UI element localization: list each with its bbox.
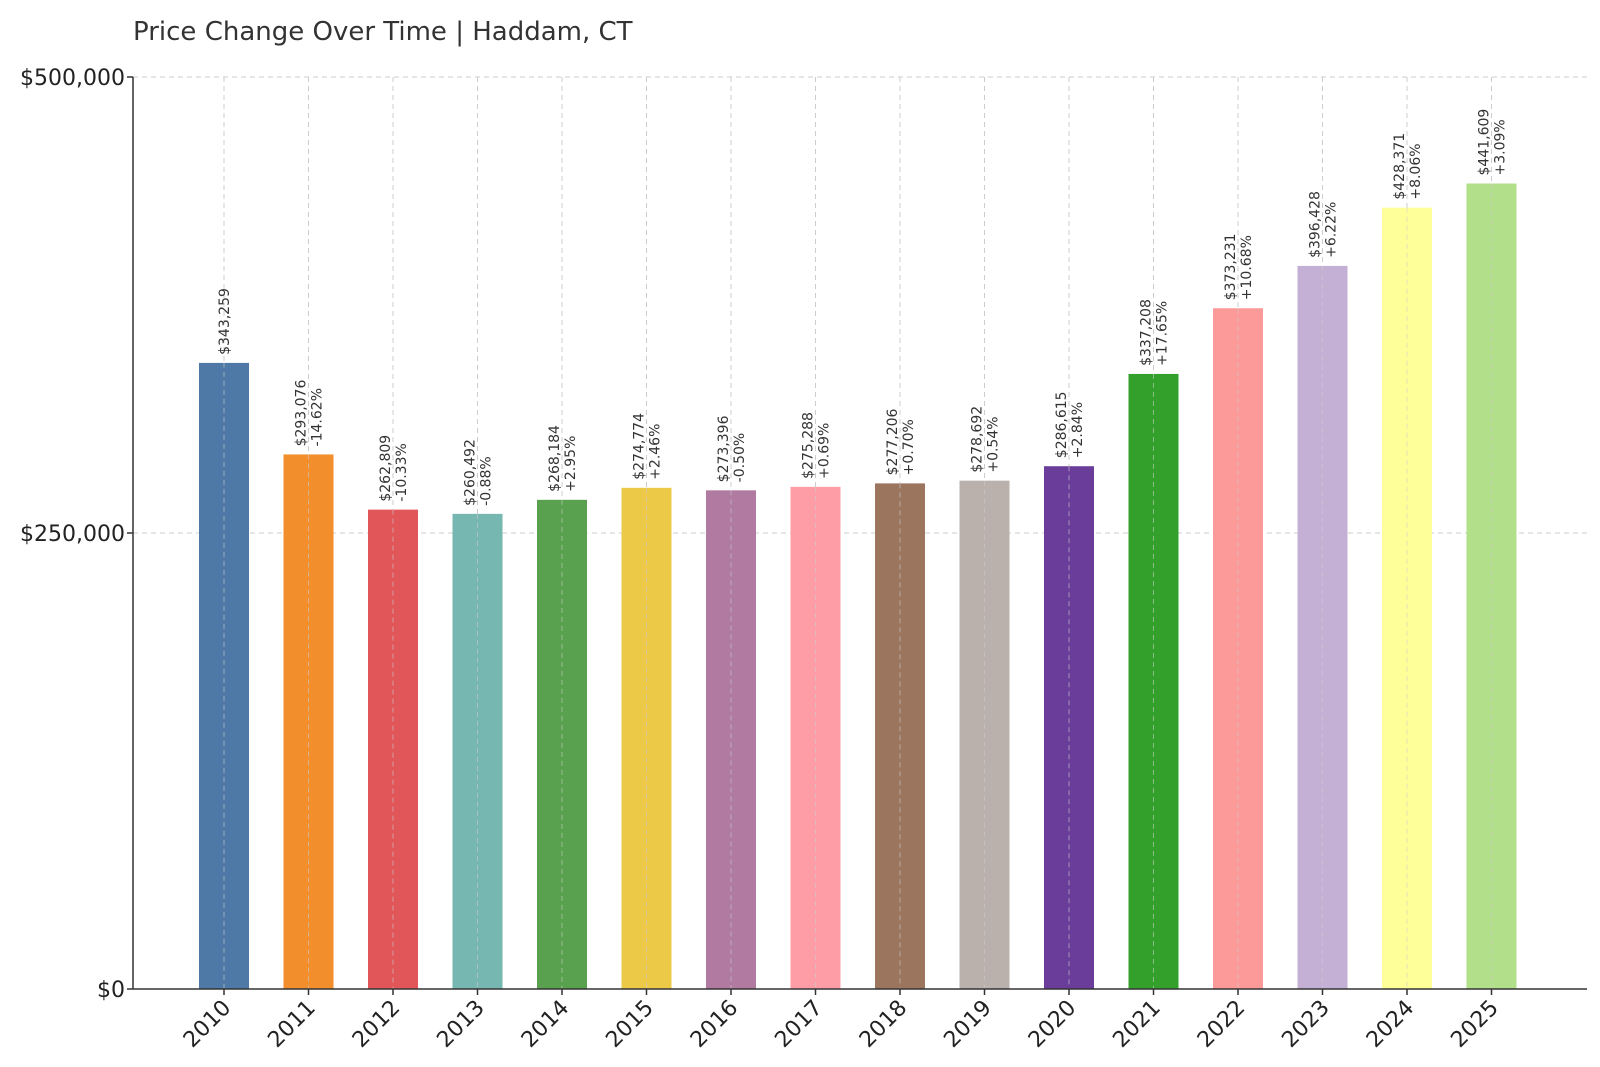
bar-2025 <box>1466 183 1517 989</box>
change-label: +6.22% <box>1324 202 1340 258</box>
value-label: $278,692 <box>970 406 986 473</box>
change-label: +10.68% <box>1239 235 1255 300</box>
change-label: +2.46% <box>648 424 664 480</box>
x-tick-label: 2021 <box>1108 996 1165 1053</box>
x-tick-label: 2022 <box>1193 996 1250 1053</box>
change-label: -0.50% <box>732 433 748 483</box>
value-label: $286,615 <box>1054 391 1070 458</box>
value-label: $268,184 <box>547 425 563 492</box>
value-label: $274,774 <box>632 413 648 480</box>
x-tick-label: 2011 <box>263 996 320 1053</box>
x-tick-label: 2025 <box>1446 996 1503 1053</box>
x-tick-label: 2023 <box>1277 996 1334 1053</box>
value-label: $337,208 <box>1139 299 1155 366</box>
change-label: -0.88% <box>479 456 495 506</box>
change-label: +2.84% <box>1070 402 1086 458</box>
bars <box>199 183 1517 990</box>
x-tick-label: 2013 <box>432 996 489 1053</box>
value-label: $428,371 <box>1392 133 1408 200</box>
value-label: $273,396 <box>716 415 732 482</box>
x-tick-label: 2024 <box>1362 996 1419 1053</box>
change-label: +0.69% <box>817 423 833 479</box>
y-tick-label: $500,000 <box>20 66 125 91</box>
y-tick-label: $250,000 <box>20 522 125 547</box>
data-labels: $343,259 $293,076 -14.62% $262,809 -10.33% $2… <box>217 109 1509 506</box>
change-label: -10.33% <box>394 443 410 501</box>
x-tick-label: 2010 <box>179 996 236 1053</box>
value-label: $396,428 <box>1308 191 1324 258</box>
x-tick-label: 2012 <box>348 996 405 1053</box>
x-tick-label: 2018 <box>855 996 912 1053</box>
change-label: +2.95% <box>563 436 579 492</box>
value-label: $260,492 <box>463 439 479 506</box>
value-label: $343,259 <box>217 288 233 355</box>
value-label: $275,288 <box>801 412 817 479</box>
x-tick-label: 2019 <box>939 996 996 1053</box>
change-label: +0.54% <box>986 416 1002 472</box>
value-label: $293,076 <box>294 380 310 447</box>
change-label: +3.09% <box>1493 119 1509 175</box>
value-label: $441,609 <box>1477 109 1493 176</box>
value-label: $277,206 <box>885 408 901 475</box>
change-label: +17.65% <box>1155 301 1171 366</box>
value-label: $373,231 <box>1223 233 1239 300</box>
x-tick-label: 2014 <box>517 996 574 1053</box>
change-label: -14.62% <box>310 388 326 446</box>
x-tick-label: 2017 <box>770 996 827 1053</box>
change-label: +8.06% <box>1408 143 1424 199</box>
value-label: $262,809 <box>378 435 394 502</box>
gridlines <box>133 76 1587 989</box>
bar-2010 <box>199 362 249 989</box>
y-tick-label: $0 <box>97 978 125 1003</box>
x-tick-label: 2016 <box>686 996 743 1053</box>
x-tick-label: 2015 <box>601 996 658 1053</box>
change-label: +0.70% <box>901 419 917 475</box>
x-tick-label: 2020 <box>1024 996 1081 1053</box>
chart-title: Price Change Over Time | Haddam, CT <box>133 17 633 47</box>
